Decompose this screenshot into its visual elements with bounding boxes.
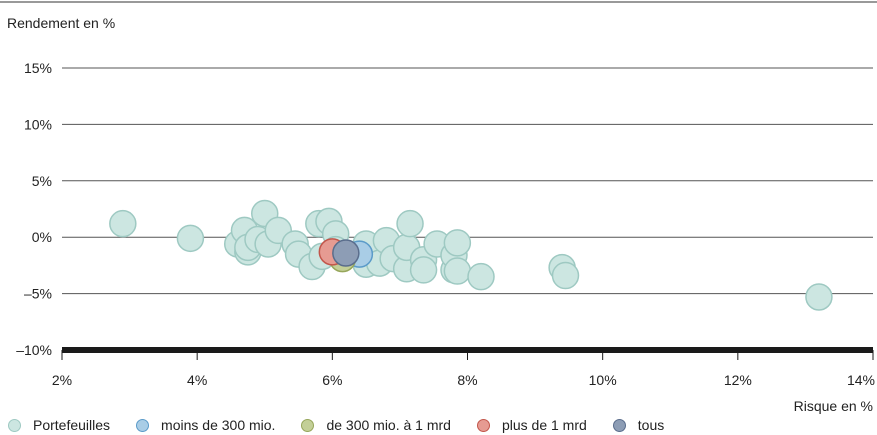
x-tick-label: 4% (187, 372, 207, 388)
legend-item-moins-300: moins de 300 mio. (136, 417, 275, 433)
x-tick-label: 2% (52, 372, 72, 388)
x-tick-label: 12% (724, 372, 752, 388)
scatter-point (443, 229, 472, 257)
legend: Portefeuilles moins de 300 mio. de 300 m… (8, 415, 690, 435)
grid-lines (62, 67, 873, 295)
scatter-point-tous (332, 239, 360, 267)
legend-swatch-portefeuilles (8, 418, 21, 432)
y-tick-label: –5% (24, 286, 52, 302)
x-tick-label: 6% (322, 372, 342, 388)
x-tick-labels: 2% 4% 6% 8% 10% 12% 14% (52, 350, 875, 388)
legend-item-tous: tous (612, 417, 665, 433)
legend-label-tous: tous (637, 417, 665, 433)
y-axis-title: Rendement en % (7, 15, 115, 31)
scatter-point (109, 209, 137, 238)
scatter-point (551, 261, 580, 290)
legend-label-portefeuilles: Portefeuilles (33, 417, 111, 433)
legend-swatch-tous (612, 418, 626, 432)
legend-swatch-plus-1mrd (476, 418, 490, 432)
y-tick-label: 0% (32, 229, 52, 245)
x-axis-title: Risque en % (794, 398, 873, 414)
scatter-point (467, 262, 495, 291)
y-tick-labels: –10% –5% 0% 5% 10% 15% (16, 60, 52, 358)
x-tick-label: 10% (589, 372, 617, 388)
legend-item-portefeuilles: Portefeuilles (8, 417, 110, 433)
scatter-point (443, 257, 472, 285)
scatter-point (396, 209, 424, 238)
x-tick-label: 8% (457, 372, 477, 388)
y-tick-label: 5% (32, 173, 52, 189)
scatter-point (409, 256, 438, 284)
legend-swatch-300-1mrd (301, 418, 315, 432)
legend-label-300-1mrd: de 300 mio. à 1 mrd (326, 417, 451, 433)
legend-item-300-1mrd: de 300 mio. à 1 mrd (301, 417, 451, 433)
y-tick-label: 10% (24, 116, 52, 132)
legend-swatch-moins-300 (136, 418, 150, 432)
data-points (109, 199, 833, 311)
legend-label-moins-300: moins de 300 mio. (161, 417, 276, 433)
scatter-point (176, 224, 205, 253)
y-tick-label: –10% (16, 342, 52, 358)
x-tick-label: 14% (847, 372, 875, 388)
legend-label-plus-1mrd: plus de 1 mrd (501, 417, 587, 433)
y-tick-label: 15% (24, 60, 52, 76)
scatter-point (805, 283, 833, 311)
legend-item-plus-1mrd: plus de 1 mrd (476, 417, 587, 433)
scatter-chart: Rendement en % –10% –5% 0% 5% 10% 15% 2% 4% 6% 8… (0, 1, 877, 414)
